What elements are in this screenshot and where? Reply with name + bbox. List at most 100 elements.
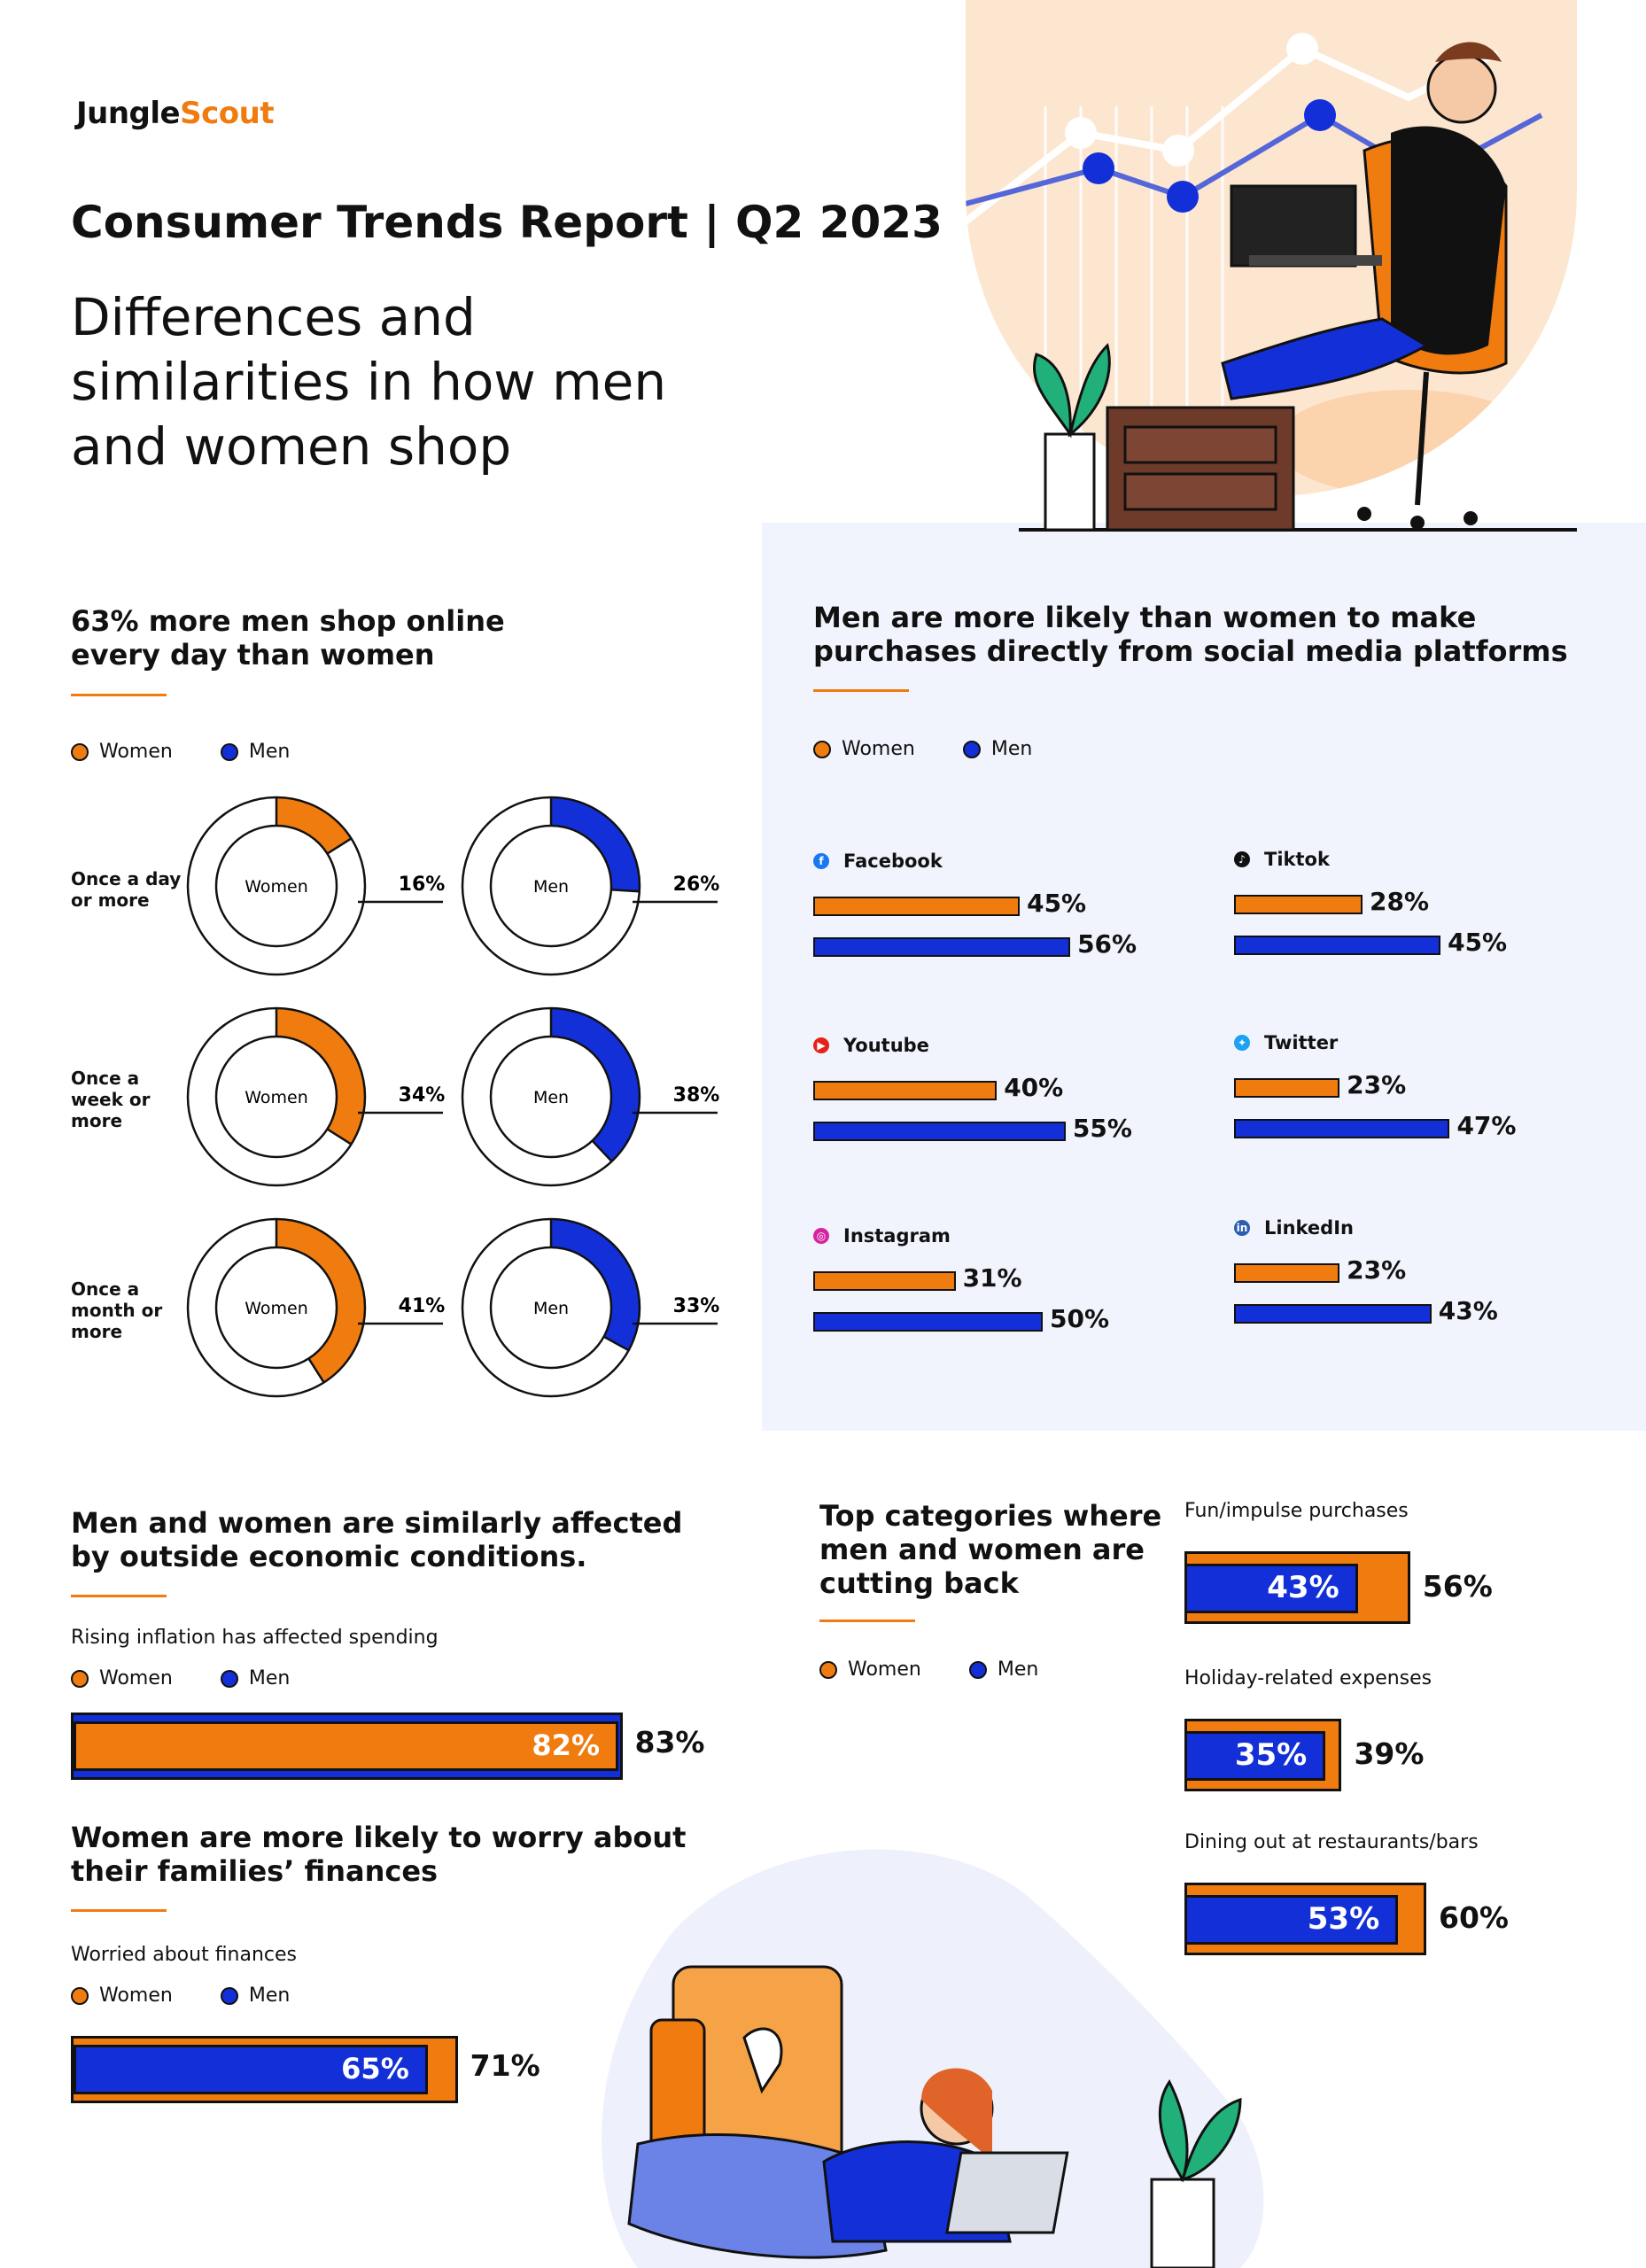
donut-segment-edge [610, 889, 640, 893]
platform-label-youtube: ▶ Youtube [813, 1035, 929, 1056]
cutback-inner-value: 35% [1234, 1737, 1308, 1773]
social-bar-men [813, 1312, 1043, 1332]
cutback-category-label: Fun/impulse purchases [1184, 1500, 1409, 1522]
platform-name: Youtube [843, 1035, 929, 1056]
donut-percent-label: 16% [399, 874, 446, 896]
page-title: Consumer Trends Report | Q2 2023 [71, 197, 943, 248]
platform-name: LinkedIn [1264, 1217, 1354, 1239]
social-bar-value: 23% [1347, 1070, 1407, 1099]
econ-title-line-2: by outside economic conditions. [71, 1540, 587, 1573]
legend-women: Women [848, 1658, 921, 1681]
econ-title-line-1: Men and women are similarly affected [71, 1506, 683, 1540]
social-title-line-1: Men are more likely than women to make [813, 601, 1477, 634]
cutback-outer-value: 39% [1354, 1736, 1425, 1771]
cut-legend: Women Men [819, 1658, 1074, 1681]
platform-label-twitter: ✦ Twitter [1234, 1032, 1338, 1053]
donut-charts: Women 16% Men 26% Women 34% Men 38% Women 41% Men 3… [186, 796, 720, 1398]
donut-center-label: Women [245, 1088, 308, 1107]
social-bar-value: 55% [1072, 1114, 1132, 1143]
platform-label-tiktok: ♪ Tiktok [1234, 849, 1330, 870]
freq-label-weekly: Once a week or more [71, 1068, 151, 1131]
donut-segment-edge [602, 1335, 630, 1352]
legend-men: Men [990, 738, 1033, 760]
platform-name: Twitter [1264, 1032, 1339, 1053]
cutback-category-label: Holiday-related expenses [1184, 1667, 1432, 1689]
person-at-desk-illustration [1019, 42, 1577, 532]
outer-bar-value: 83% [634, 1725, 705, 1759]
platform-label-linkedin: in LinkedIn [1234, 1217, 1354, 1239]
platform-label-instagram: ◎ Instagram [813, 1225, 951, 1247]
brand-logo: JungleScout [76, 96, 275, 131]
social-bar-value: 40% [1004, 1073, 1064, 1102]
cut-title-line-3: cutting back [819, 1566, 1019, 1600]
social-legend: Women Men [813, 738, 1068, 760]
social-bar-women [813, 897, 1021, 916]
donut-segment-men [551, 1008, 640, 1161]
legend-women: Women [99, 1667, 173, 1689]
donut-percent-label: 38% [673, 1084, 720, 1107]
platform-name: Tiktok [1264, 849, 1330, 870]
social-bar-women [1234, 895, 1363, 914]
platform-name: Facebook [843, 850, 943, 872]
social-bar-value: 28% [1370, 887, 1430, 916]
tiktok-icon: ♪ [1234, 851, 1250, 867]
worry-bar-chart: 65% 71% [71, 2036, 691, 2107]
worry-title-rule [71, 1909, 167, 1912]
cutback-inner-value: 43% [1267, 1570, 1339, 1605]
donut-segment-men [551, 1219, 641, 1351]
freq-label-monthly: Once a month or more [71, 1278, 163, 1342]
social-bar-men [1234, 1119, 1450, 1138]
social-bar-women [1234, 1078, 1340, 1098]
inner-bar-women: 82% [74, 1721, 618, 1771]
social-title-line-2: purchases directly from social media pla… [813, 634, 1568, 668]
online-title-rule [71, 694, 167, 696]
freq-label-daily: Once a day or more [71, 868, 182, 911]
cutback-outer-value: 60% [1439, 1900, 1509, 1935]
donut-percent-label: 26% [673, 874, 720, 896]
worry-section-title: Women are more likely to worry about the… [71, 1821, 686, 1888]
inner-bar-men: 65% [74, 2045, 428, 2094]
twitter-icon: ✦ [1234, 1035, 1250, 1051]
inner-bar-value: 65% [341, 2052, 409, 2085]
legend-women: Women [842, 738, 915, 760]
donut-percent-label: 33% [673, 1295, 720, 1317]
social-bar-value: 23% [1347, 1255, 1407, 1285]
donut-center-label: Men [533, 1299, 569, 1318]
social-bar-value: 56% [1077, 929, 1137, 959]
social-bar-men [1234, 1304, 1432, 1324]
social-bar-value: 45% [1448, 928, 1508, 957]
donut-segment-women [276, 1008, 365, 1145]
donut-segment-edge [591, 1139, 613, 1162]
instagram-icon: ◎ [813, 1228, 829, 1244]
social-bar-men [813, 937, 1071, 957]
women-dot [71, 1669, 89, 1688]
econ-legend: Women Men [71, 1667, 325, 1689]
facebook-icon: f [813, 853, 829, 869]
youtube-icon: ▶ [813, 1037, 829, 1053]
platform-name: Instagram [843, 1225, 951, 1247]
women-dot [71, 742, 89, 761]
social-bar-value: 31% [962, 1263, 1022, 1293]
social-bar-value: 47% [1456, 1111, 1517, 1140]
worry-title-line-1: Women are more likely to worry about [71, 1821, 687, 1854]
women-dot [819, 1660, 837, 1679]
econ-title-rule [71, 1595, 167, 1597]
donut-center-label: Women [245, 877, 308, 897]
donut-center-label: Men [533, 877, 569, 897]
donut-segment-edge [326, 837, 353, 855]
social-bar-men [1234, 936, 1441, 955]
online-title-line-1: 63% more men shop online [71, 604, 505, 638]
woman-with-laptop-illustration [602, 1849, 1264, 2268]
worry-title-line-2: their families’ finances [71, 1854, 439, 1888]
outer-bar-value: 71% [470, 2048, 540, 2083]
social-title-rule [813, 689, 909, 692]
social-section-title: Men are more likely than women to make p… [813, 601, 1568, 668]
cut-title-line-1: Top categories where [819, 1499, 1162, 1533]
men-dot [968, 1660, 987, 1679]
worry-subtitle: Worried about finances [71, 1944, 298, 1966]
cutback-outer-value: 56% [1422, 1569, 1493, 1604]
social-bar-men [813, 1122, 1066, 1141]
donut-segment-edge [326, 1128, 353, 1146]
inflation-bar-chart: 82% 83% [71, 1713, 705, 1783]
online-section-title: 63% more men shop online every day than … [71, 604, 505, 672]
